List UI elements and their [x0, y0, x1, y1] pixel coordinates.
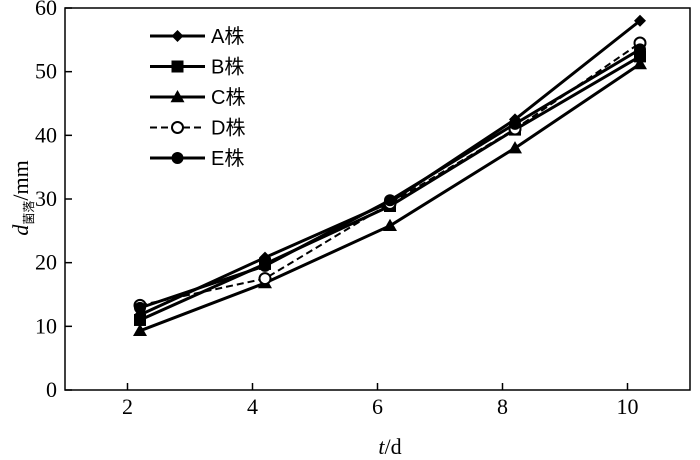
data-point: [509, 117, 521, 130]
legend: A株 B株 C株 D株 E株: [150, 25, 245, 170]
y-tick-label: 40: [35, 122, 57, 147]
legend-item: D株: [150, 117, 245, 140]
legend-marker: [171, 121, 184, 134]
legend-label: D株: [211, 117, 245, 140]
data-point: [258, 272, 272, 286]
x-tick-label: 10: [617, 394, 639, 419]
legend-item: E株: [150, 147, 244, 170]
x-axis-label: t/d: [378, 434, 401, 459]
data-point: [133, 323, 147, 337]
x-tick-label: 6: [372, 394, 383, 419]
data-point: [134, 313, 146, 326]
x-tick-label: 4: [247, 394, 258, 419]
y-tick-label: 0: [46, 377, 57, 402]
data-point: [384, 194, 396, 207]
series-5: [134, 43, 646, 314]
legend-label: B株: [211, 56, 244, 79]
y-axis-label-subscript: 菌落: [22, 201, 36, 225]
legend-label: E株: [211, 147, 244, 170]
x-axis-label-unit: /d: [385, 434, 402, 459]
legend-marker: [170, 90, 185, 103]
y-tick-label: 20: [35, 250, 57, 275]
x-axis-label-symbol: t: [378, 434, 385, 459]
x-tick-label: 8: [497, 394, 508, 419]
data-point: [383, 218, 397, 231]
y-tick-label: 60: [35, 0, 57, 20]
legend-label: A株: [211, 25, 244, 48]
y-axis-label-unit: /mm: [8, 160, 33, 200]
data-point: [634, 43, 646, 56]
y-axis-ticks: 0 10 20 30 40 50 60: [35, 0, 72, 402]
legend-marker: [171, 152, 184, 164]
series-3: [133, 57, 647, 337]
legend-item: A株: [150, 25, 244, 48]
y-axis-label: d菌落/mm: [8, 160, 36, 235]
x-axis-ticks: 2 4 6 8 10: [122, 383, 639, 419]
data-point: [508, 141, 522, 154]
legend-marker: [171, 30, 184, 42]
x-tick-label: 2: [122, 394, 133, 419]
legend-marker: [171, 60, 184, 73]
series-group: [133, 14, 647, 337]
y-tick-label: 50: [35, 59, 57, 84]
data-point: [634, 14, 646, 27]
legend-item: C株: [150, 86, 245, 109]
data-point: [134, 301, 146, 314]
data-point: [259, 259, 271, 272]
data-point: [633, 57, 647, 70]
legend-item: B株: [150, 56, 244, 79]
series-line: [139, 42, 641, 307]
y-axis-label-symbol: d: [8, 224, 33, 236]
y-tick-label: 30: [35, 186, 57, 211]
y-tick-label: 10: [35, 313, 57, 338]
legend-label: C株: [211, 86, 245, 109]
